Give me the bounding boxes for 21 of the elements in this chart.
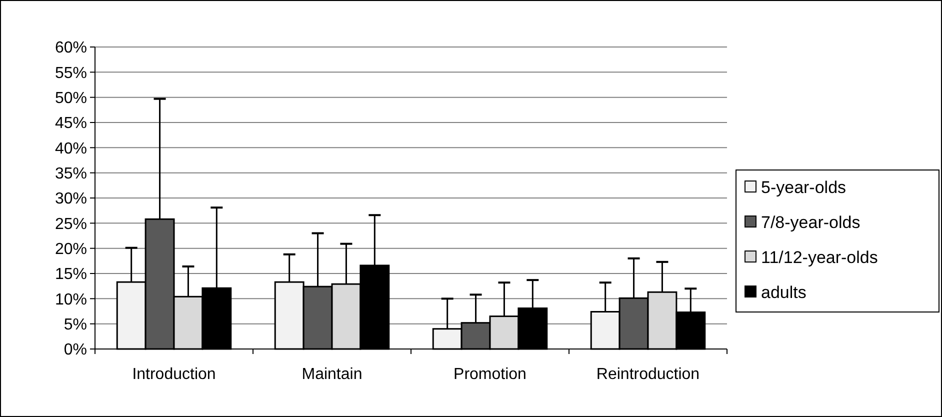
y-tick-label: 25% [54, 216, 87, 233]
legend-label: adults [761, 282, 806, 302]
y-tick-label: 20% [54, 240, 87, 258]
y-tick-label: 5% [64, 316, 87, 334]
x-tick-label: Reintroduction [596, 366, 700, 383]
y-tick-label: 35% [54, 165, 87, 182]
y-tick-label: 15% [54, 266, 87, 284]
y-tick-label: 60% [54, 40, 87, 57]
legend-label: 7/8-year-olds [761, 212, 860, 232]
y-tick-label: 0% [64, 342, 87, 359]
y-tick-label: 55% [54, 64, 87, 82]
x-tick-label: Promotion [454, 366, 526, 383]
y-tick-label: 50% [54, 90, 87, 107]
y-tick-label: 45% [54, 115, 87, 132]
legend-label: 11/12-year-olds [761, 248, 878, 267]
y-tick-label: 40% [54, 140, 87, 158]
x-tick-label: Introduction [132, 366, 216, 383]
y-tick-label: 30% [54, 190, 87, 208]
y-tick-label: 10% [54, 291, 87, 308]
legend-label: 5-year-olds [761, 178, 846, 197]
x-tick-label: Maintain [302, 366, 362, 383]
